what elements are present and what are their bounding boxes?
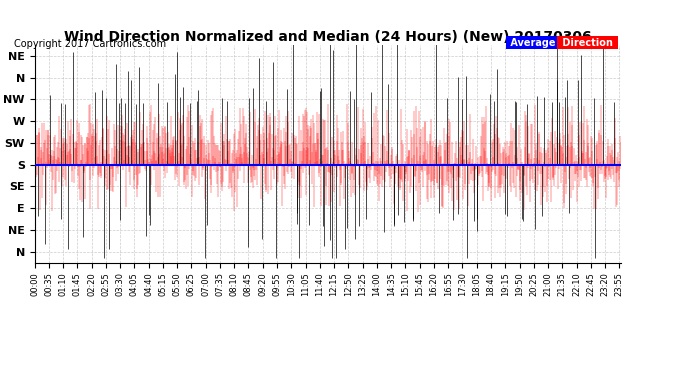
Text: Average: Average xyxy=(507,38,559,48)
Text: Copyright 2017 Cartronics.com: Copyright 2017 Cartronics.com xyxy=(14,39,166,50)
Text: Direction: Direction xyxy=(559,38,616,48)
Title: Wind Direction Normalized and Median (24 Hours) (New) 20170306: Wind Direction Normalized and Median (24… xyxy=(64,30,591,44)
